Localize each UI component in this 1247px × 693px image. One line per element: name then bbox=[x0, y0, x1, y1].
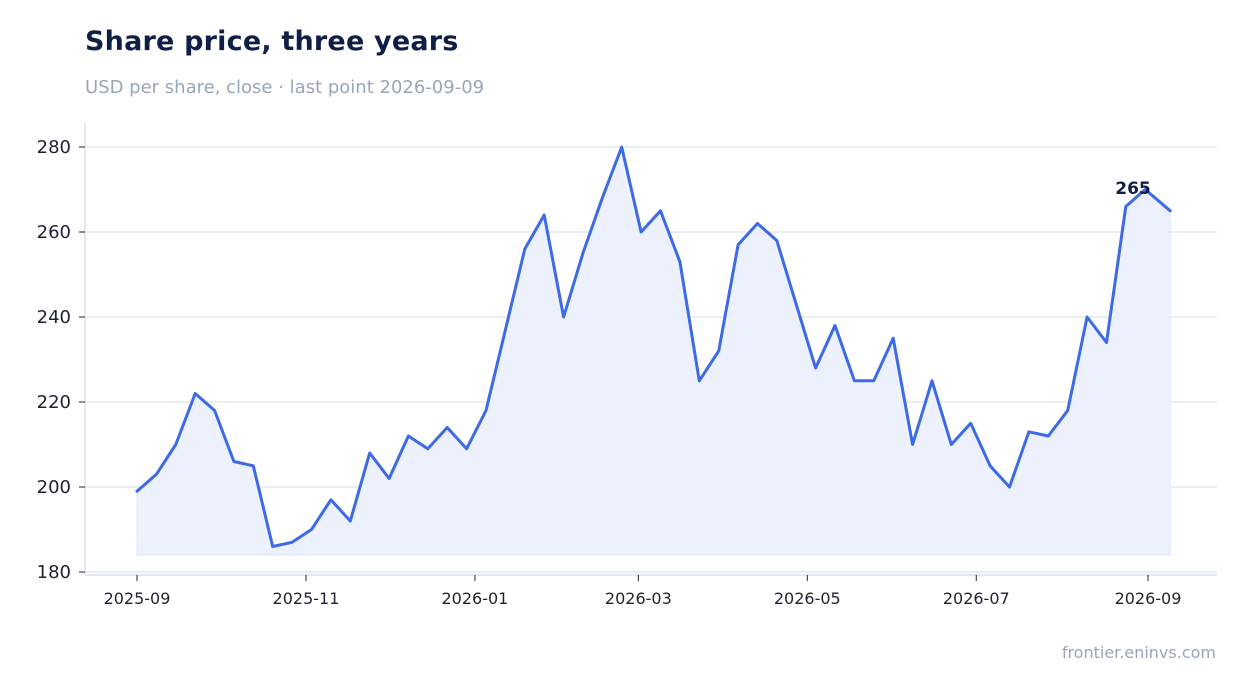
last-value-label: 265 bbox=[1115, 179, 1151, 199]
x-tick-label: 2025-09 bbox=[104, 589, 171, 608]
axes bbox=[84, 123, 1217, 576]
area-fill bbox=[136, 145, 1171, 556]
y-axis-ticks: 180 200 220 240 260 280 bbox=[37, 137, 85, 583]
x-tick-label: 2026-07 bbox=[943, 589, 1010, 608]
price-line bbox=[135, 145, 1172, 548]
y-tick-label: 180 bbox=[37, 562, 71, 583]
x-tick-label: 2026-01 bbox=[441, 589, 508, 608]
y-tick-label: 220 bbox=[37, 392, 71, 413]
x-tick-label: 2026-09 bbox=[1115, 589, 1182, 608]
x-tick-label: 2025-11 bbox=[273, 589, 340, 608]
y-tick-label: 240 bbox=[37, 307, 71, 328]
plot-area: 265 bbox=[135, 145, 1172, 556]
x-axis-ticks: 2025-09 2025-11 2026-01 2026-03 2026-05 2026-… bbox=[104, 575, 1182, 608]
y-tick-label: 200 bbox=[37, 477, 71, 498]
x-tick-label: 2026-03 bbox=[605, 589, 672, 608]
y-tick-label: 280 bbox=[37, 137, 71, 158]
x-tick-label: 2026-05 bbox=[774, 589, 841, 608]
y-tick-label: 260 bbox=[37, 222, 71, 243]
source-credit: frontier.eninvs.com bbox=[1061, 643, 1216, 662]
chart-subtitle: USD per share, close · last point 2026-0… bbox=[85, 77, 485, 98]
chart-title: Share price, three years bbox=[85, 26, 459, 57]
